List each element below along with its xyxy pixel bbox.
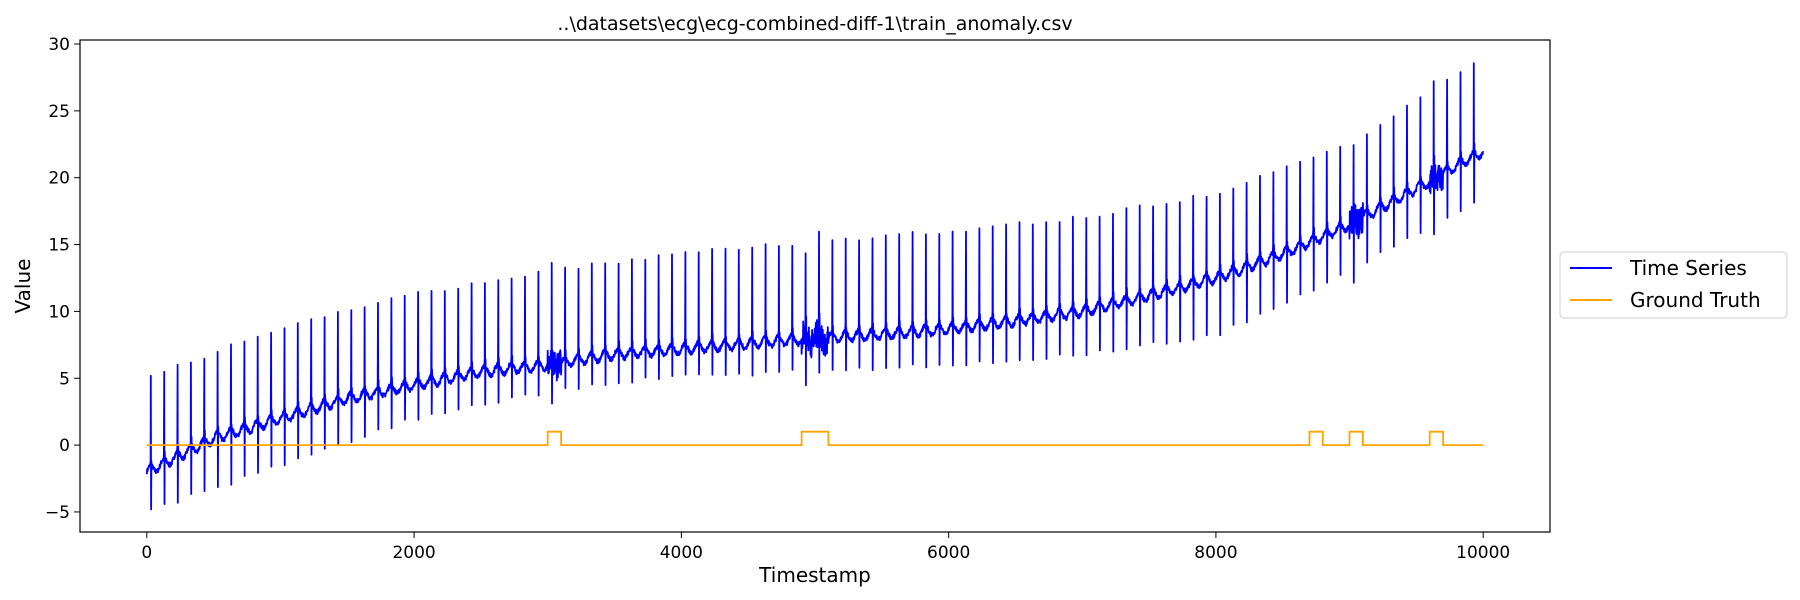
series-line-ground-truth bbox=[146, 430, 1484, 446]
x-tick-label: 2000 bbox=[392, 543, 435, 563]
x-tick-label: 10000 bbox=[1456, 543, 1510, 563]
y-tick-label: 5 bbox=[59, 369, 70, 389]
x-tick-label: 8000 bbox=[1194, 543, 1237, 563]
legend-label-ground-truth: Ground Truth bbox=[1630, 288, 1761, 312]
legend: Time Series Ground Truth bbox=[1559, 251, 1788, 319]
legend-label-time-series: Time Series bbox=[1629, 256, 1747, 280]
x-axis-label: Timestamp bbox=[758, 563, 871, 587]
plot-area bbox=[79, 39, 1551, 533]
legend-frame bbox=[1559, 251, 1788, 319]
y-tick-label: 30 bbox=[48, 35, 70, 55]
y-tick-label: −5 bbox=[45, 503, 70, 523]
series-line-time-series bbox=[145, 62, 1485, 511]
chart-title: ..\datasets\ecg\ecg-combined-diff-1\trai… bbox=[557, 13, 1072, 35]
y-tick-label: 20 bbox=[48, 169, 70, 189]
y-tick-label: 0 bbox=[59, 436, 70, 456]
plot-frame bbox=[79, 39, 1551, 533]
x-axis: 0 2000 4000 6000 8000 10000 bbox=[141, 532, 1510, 563]
y-axis: −5 0 5 10 15 20 25 30 bbox=[45, 35, 80, 523]
x-tick-label: 4000 bbox=[660, 543, 703, 563]
y-tick-label: 25 bbox=[48, 102, 70, 122]
y-axis-label: Value bbox=[11, 259, 35, 314]
series-layer bbox=[145, 62, 1485, 511]
y-tick-label: 15 bbox=[48, 236, 70, 256]
x-tick-label: 0 bbox=[141, 543, 152, 563]
y-tick-label: 10 bbox=[48, 302, 70, 322]
x-tick-label: 6000 bbox=[927, 543, 970, 563]
